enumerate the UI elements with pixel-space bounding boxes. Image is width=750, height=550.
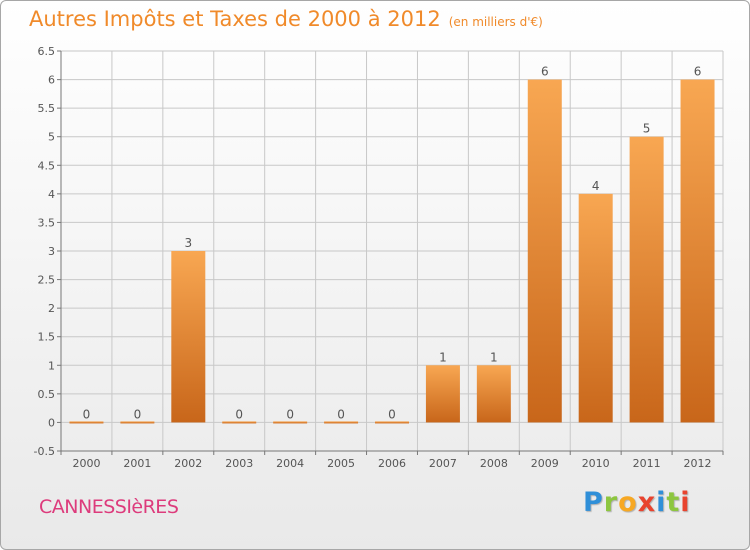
chart-title: Autres Impôts et Taxes de 2000 à 2012 (en… [29,7,543,31]
axes: -0.5 0 0.5 1 1.5 2 2.5 3 3.5 4 4.5 5 5.5 6 6.5 2000 2001… [34,45,724,470]
gridlines [60,50,724,452]
bars [69,79,715,424]
y-tick-label: 3.5 [38,216,56,229]
data-label: 3 [184,236,192,250]
x-tick-label: 2002 [174,457,202,470]
data-label: 0 [235,407,243,421]
bar-2005 [324,421,359,424]
y-tick-label: 5.5 [38,102,56,115]
data-label: 0 [337,407,345,421]
data-label: 0 [134,407,142,421]
x-tick-label: 2005 [327,457,355,470]
y-tick-label: 0 [48,416,55,429]
y-tick-label: 1 [48,359,55,372]
data-label: 6 [541,65,549,79]
logo-letter: P [583,487,604,518]
bar-2012 [680,79,715,423]
y-tick-label: 0.5 [38,388,56,401]
bar-2000 [69,421,104,424]
bar-2002 [171,251,206,423]
x-tick-label: 2006 [378,457,406,470]
logo-letter: i [680,487,691,518]
y-tick-label: 4 [48,188,55,201]
x-tick-label: 2009 [531,457,559,470]
y-tick-label: 3 [48,245,55,258]
x-tick-label: 2004 [276,457,304,470]
bar-2006 [375,421,409,424]
x-tick-label: 2001 [123,457,151,470]
data-label: 1 [439,350,447,364]
bar-2003 [222,421,257,424]
title-unit: (en milliers d'€) [448,15,543,29]
data-labels: 0 0 3 0 0 0 0 1 1 6 4 5 6 [83,65,702,422]
title-main: Autres Impôts et Taxes de 2000 à 2012 [29,7,441,31]
y-tick-label: 2.5 [38,274,56,287]
y-tick-label: 1.5 [38,331,56,344]
x-tick-label: 2012 [684,457,712,470]
x-tick-label: 2003 [225,457,253,470]
y-tick-label: 6.5 [38,45,56,58]
y-tick-label: 5 [48,131,55,144]
logo-letter: o [618,487,638,518]
bar-2007 [425,365,460,423]
y-tick-label: 6 [48,74,55,87]
x-tick-label: 2007 [429,457,457,470]
proxiti-logo: Proxiti [583,487,691,518]
bar-2004 [273,421,308,424]
logo-letter: i [656,487,667,518]
logo-letter: r [603,487,619,518]
data-label: 0 [286,407,294,421]
y-tick-label: 2 [48,302,55,315]
bar-2001 [120,421,155,424]
x-tick-label: 2000 [72,457,100,470]
data-label: 0 [83,407,91,421]
commune-name: CANNESSIèRES [39,496,179,518]
bar-2011 [629,136,664,423]
logo-letter: x [637,487,657,518]
y-tick-label: 4.5 [38,159,56,172]
data-label: 4 [592,179,600,193]
bar-2010 [578,193,613,423]
x-tick-label: 2008 [480,457,508,470]
x-tick-label: 2011 [633,457,661,470]
data-label: 0 [388,407,396,421]
x-tick-label: 2010 [582,457,610,470]
data-label: 6 [694,65,702,79]
y-tick-label: -0.5 [34,445,55,458]
data-label: 5 [643,122,651,136]
bar-2008 [476,365,511,423]
logo-letter: t [666,487,681,518]
data-label: 1 [490,350,498,364]
bar-2009 [527,79,562,423]
